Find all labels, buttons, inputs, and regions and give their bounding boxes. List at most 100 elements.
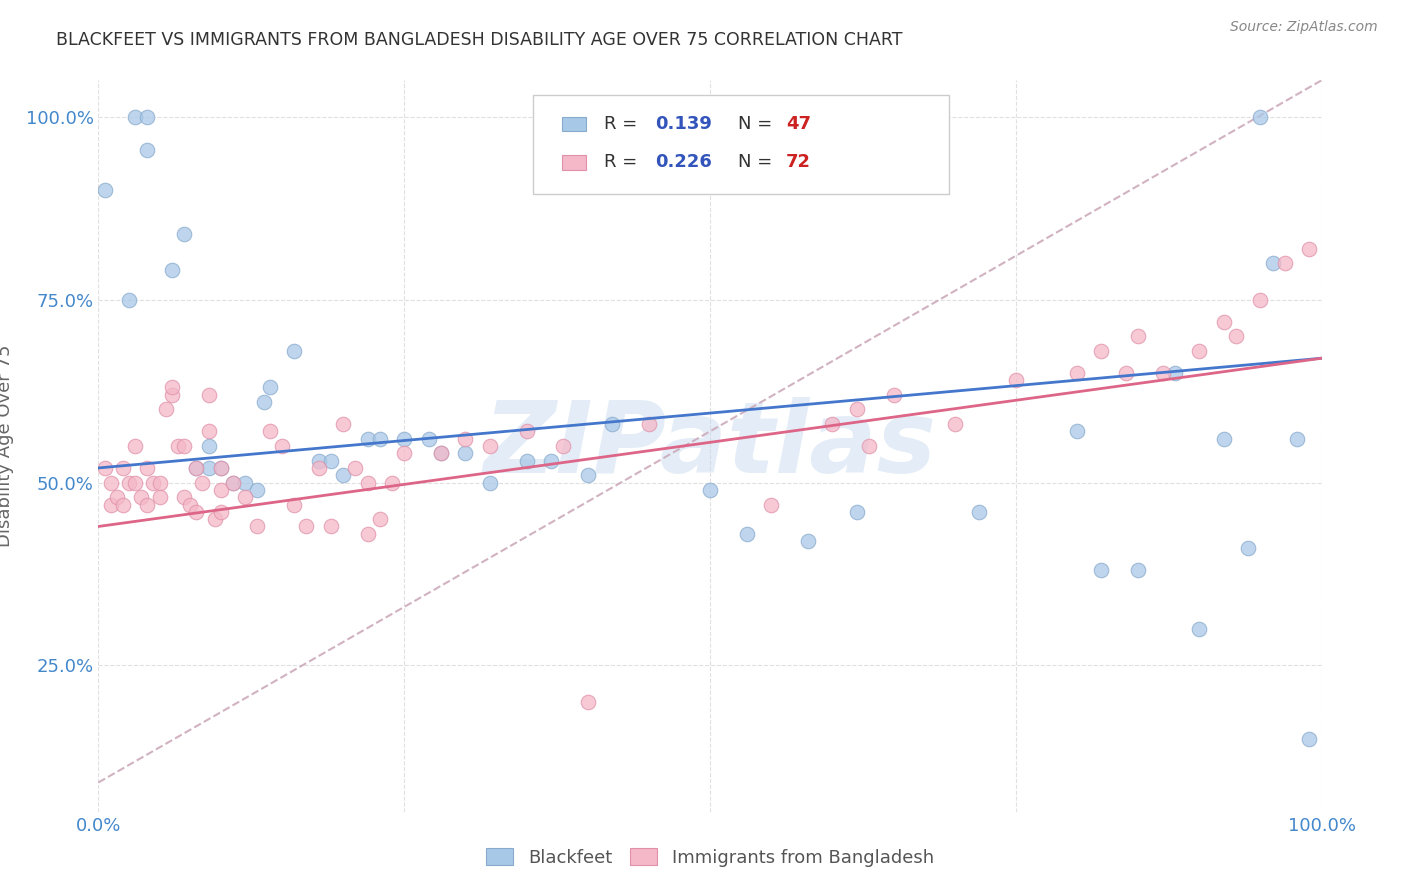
Point (1152, 366, 1174, 380)
Point (1004, 373, 1026, 387)
Point (845, 505, 868, 519)
Point (93, 183, 115, 197)
Point (430, 446, 453, 460)
Point (142, 475, 165, 490)
Point (553, 439, 575, 453)
Point (111, 498, 134, 512)
Point (100, 475, 122, 490)
Point (209, 461, 232, 475)
Point (124, 475, 146, 490)
Point (233, 490, 256, 504)
Text: Source: ZipAtlas.com: Source: ZipAtlas.com (1230, 20, 1378, 34)
Point (478, 475, 501, 490)
Point (233, 475, 256, 490)
Point (197, 388, 219, 402)
Point (149, 490, 172, 504)
Point (761, 498, 783, 512)
Point (1249, 293, 1271, 307)
Point (430, 446, 453, 460)
Point (270, 439, 294, 453)
Point (100, 498, 122, 512)
Point (735, 526, 758, 541)
Point (186, 461, 208, 475)
Point (197, 425, 219, 439)
Point (332, 468, 354, 483)
Point (155, 402, 177, 417)
FancyBboxPatch shape (533, 95, 949, 194)
Point (1212, 315, 1234, 329)
Point (295, 519, 318, 533)
Point (478, 439, 501, 453)
Text: 0.139: 0.139 (655, 115, 711, 133)
Point (1249, 110, 1271, 124)
Point (1274, 256, 1296, 270)
Text: ZIPatlas: ZIPatlas (484, 398, 936, 494)
Point (943, 417, 966, 431)
Point (118, 293, 141, 307)
Point (167, 439, 190, 453)
Y-axis label: Disability Age Over 75: Disability Age Over 75 (0, 344, 14, 548)
Point (392, 432, 416, 446)
Point (600, 417, 623, 431)
Text: R =: R = (603, 153, 643, 171)
Point (637, 417, 661, 431)
Point (124, 439, 146, 453)
Point (967, 505, 990, 519)
Point (204, 512, 226, 526)
Point (576, 695, 599, 709)
Point (381, 475, 404, 490)
Point (259, 425, 281, 439)
FancyBboxPatch shape (562, 155, 586, 169)
Point (186, 461, 208, 475)
Point (418, 432, 440, 446)
Point (319, 519, 342, 533)
Point (821, 417, 844, 431)
FancyBboxPatch shape (562, 117, 586, 131)
Point (1237, 541, 1260, 556)
Point (1128, 563, 1150, 577)
Point (356, 526, 378, 541)
Point (118, 475, 141, 490)
Point (173, 439, 195, 453)
Text: 47: 47 (786, 115, 811, 133)
Point (368, 512, 391, 526)
Point (515, 453, 537, 467)
Point (1188, 343, 1211, 358)
Point (136, 110, 159, 124)
Point (222, 475, 245, 490)
Point (308, 453, 330, 467)
Point (160, 263, 183, 277)
Point (344, 461, 367, 475)
Point (197, 461, 219, 475)
Point (515, 425, 537, 439)
Text: N =: N = (738, 115, 778, 133)
Point (93, 461, 115, 475)
Point (454, 446, 477, 460)
Point (173, 227, 195, 241)
Point (883, 388, 905, 402)
Point (111, 461, 134, 475)
Point (1066, 425, 1088, 439)
Point (160, 388, 183, 402)
Point (699, 483, 721, 497)
Point (136, 498, 159, 512)
Legend: Blackfeet, Immigrants from Bangladesh: Blackfeet, Immigrants from Bangladesh (477, 839, 943, 876)
Point (252, 395, 274, 409)
Point (209, 505, 232, 519)
Point (186, 505, 208, 519)
Point (173, 490, 195, 504)
Point (1090, 563, 1112, 577)
Point (540, 453, 562, 467)
Point (845, 402, 868, 417)
Point (105, 490, 128, 504)
Point (1212, 432, 1234, 446)
Text: R =: R = (603, 115, 643, 133)
Point (576, 468, 599, 483)
Point (259, 380, 281, 394)
Text: N =: N = (738, 153, 778, 171)
Point (149, 475, 172, 490)
Point (209, 483, 232, 497)
Point (1188, 622, 1211, 636)
Text: 0.226: 0.226 (655, 153, 711, 171)
Point (179, 498, 201, 512)
